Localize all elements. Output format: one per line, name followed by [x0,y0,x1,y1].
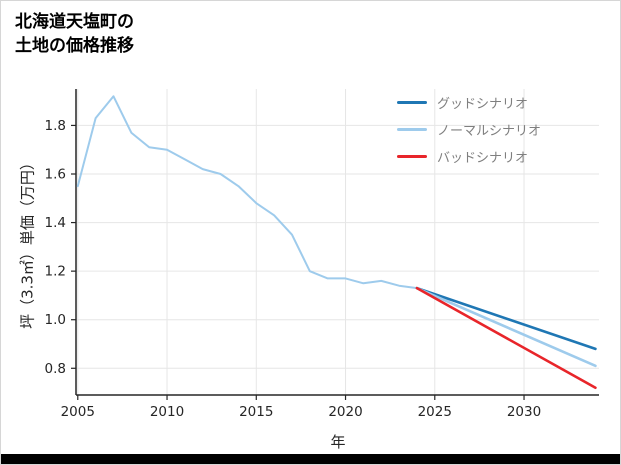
legend-label: ノーマルシナリオ [437,124,542,139]
legend-label: バッドシナリオ [437,151,529,166]
y-tick-label: 1.2 [45,264,66,280]
x-tick-label: 2010 [150,404,184,420]
legend-item: ノーマルシナリオ [397,120,541,139]
chart-title-line2: 土地の価格推移 [15,35,134,56]
chart-title-line1: 北海道天塩町の [15,12,134,32]
y-axis-label: 坪（3.3㎡）単価（万円） [18,155,37,329]
legend-swatch [397,128,427,131]
chart-title: 北海道天塩町の 土地の価格推移 [15,11,134,59]
series-line-ノーマルシナリオ [415,286,597,368]
y-tick-label: 1.0 [45,312,66,328]
series-line-実績 [76,95,418,290]
y-tick-label: 0.8 [45,361,66,377]
legend-label: グッドシナリオ [437,97,529,112]
x-tick-label: 2030 [507,404,541,420]
legend-item: バッドシナリオ [397,147,541,166]
x-axis-label: 年 [330,433,346,451]
footer-bar [1,454,620,464]
y-tick-label: 1.6 [45,167,66,183]
legend-swatch [397,101,427,104]
legend-swatch [397,155,427,158]
y-tick-label: 1.8 [45,118,66,134]
x-tick-label: 2020 [328,404,362,420]
y-tick-label: 1.4 [45,215,66,231]
series-line-グッドシナリオ [415,286,597,351]
price-chart: 2005 2010 2015 2020 2025 2030 0.8 1.0 1.2 1.4 1.6 1… [45,89,599,420]
x-tick-label: 2005 [61,404,95,420]
legend-item: グッドシナリオ [397,93,541,112]
x-tick-label: 2025 [418,404,452,420]
series-line-バッドシナリオ [415,286,597,390]
x-tick-label: 2015 [239,404,273,420]
chart-legend: グッドシナリオ ノーマルシナリオ バッドシナリオ [397,93,541,166]
